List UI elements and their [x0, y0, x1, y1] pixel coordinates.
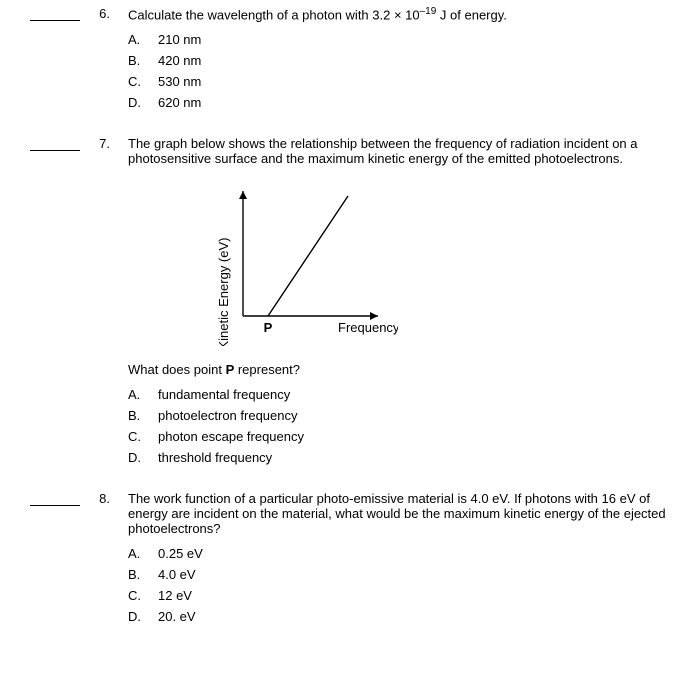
choice-text: 210 nm [158, 32, 201, 47]
question-number: 8. [80, 491, 114, 630]
stem-text-pre: Calculate the wavelength of a photon wit… [128, 7, 420, 22]
question-number: 7. [80, 136, 114, 471]
choice-b[interactable]: B.4.0 eV [128, 567, 680, 582]
question-body: Calculate the wavelength of a photon wit… [114, 6, 700, 116]
question-7: 7. The graph below shows the relationshi… [0, 136, 700, 471]
choice-text: photoelectron frequency [158, 408, 297, 423]
choice-a[interactable]: A.0.25 eV [128, 546, 680, 561]
choice-c[interactable]: C.12 eV [128, 588, 680, 603]
choice-text: 0.25 eV [158, 546, 203, 561]
question-stem: Calculate the wavelength of a photon wit… [128, 6, 680, 22]
choice-text: threshold frequency [158, 450, 272, 465]
choice-letter: A. [128, 387, 158, 402]
choice-c[interactable]: C.530 nm [128, 74, 680, 89]
choice-d[interactable]: D.threshold frequency [128, 450, 680, 465]
question-stem: The graph below shows the relationship b… [128, 136, 680, 166]
choice-letter: B. [128, 567, 158, 582]
choice-letter: B. [128, 408, 158, 423]
question-8: 8. The work function of a particular pho… [0, 491, 700, 630]
svg-text:P: P [264, 320, 273, 335]
choices: A.210 nm B.420 nm C.530 nm D.620 nm [128, 32, 680, 110]
question-subprompt: What does point P represent? [128, 362, 680, 377]
stem-text-post: J of energy. [436, 7, 507, 22]
choice-letter: C. [128, 429, 158, 444]
graph-wrap: Kinetic Energy (eV) P Frequency (Hz) [188, 176, 680, 346]
photoelectric-graph: Kinetic Energy (eV) P Frequency (Hz) [188, 176, 398, 346]
choice-text: 530 nm [158, 74, 201, 89]
question-6: 6. Calculate the wavelength of a photon … [0, 6, 700, 116]
choice-text: 20. eV [158, 609, 196, 624]
question-stem: The work function of a particular photo-… [128, 491, 680, 536]
svg-text:Frequency (Hz): Frequency (Hz) [338, 320, 398, 335]
choice-letter: B. [128, 53, 158, 68]
choice-b[interactable]: B.photoelectron frequency [128, 408, 680, 423]
choice-text: fundamental frequency [158, 387, 290, 402]
choices: A.0.25 eV B.4.0 eV C.12 eV D.20. eV [128, 546, 680, 624]
choice-a[interactable]: A.fundamental frequency [128, 387, 680, 402]
choice-letter: D. [128, 95, 158, 110]
svg-text:Kinetic Energy (eV): Kinetic Energy (eV) [216, 238, 231, 347]
answer-blank[interactable] [30, 493, 80, 506]
choice-letter: A. [128, 32, 158, 47]
choice-letter: C. [128, 588, 158, 603]
choice-letter: A. [128, 546, 158, 561]
answer-blank[interactable] [30, 138, 80, 151]
choice-letter: D. [128, 450, 158, 465]
question-body: The work function of a particular photo-… [114, 491, 700, 630]
point-p-bold: P [226, 362, 235, 377]
choice-text: 420 nm [158, 53, 201, 68]
choice-letter: C. [128, 74, 158, 89]
choices: A.fundamental frequency B.photoelectron … [128, 387, 680, 465]
answer-blank[interactable] [30, 8, 80, 21]
choice-d[interactable]: D.20. eV [128, 609, 680, 624]
choice-text: 620 nm [158, 95, 201, 110]
question-number: 6. [80, 6, 114, 116]
choice-c[interactable]: C.photon escape frequency [128, 429, 680, 444]
stem-superscript: –19 [420, 6, 437, 17]
choice-b[interactable]: B.420 nm [128, 53, 680, 68]
question-body: The graph below shows the relationship b… [114, 136, 700, 471]
choice-d[interactable]: D.620 nm [128, 95, 680, 110]
choice-text: photon escape frequency [158, 429, 304, 444]
choice-letter: D. [128, 609, 158, 624]
choice-text: 4.0 eV [158, 567, 196, 582]
choice-text: 12 eV [158, 588, 192, 603]
choice-a[interactable]: A.210 nm [128, 32, 680, 47]
